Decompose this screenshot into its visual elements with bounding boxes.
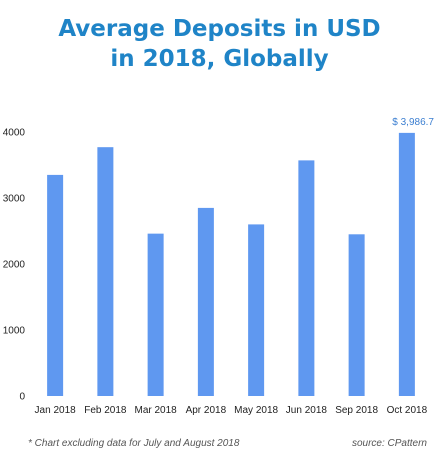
data-labels: $ 3,986.7: [392, 117, 434, 128]
bar-jan-2018: [47, 174, 64, 396]
x-tick-label: May 2018: [234, 405, 278, 416]
y-tick-label: 1000: [3, 326, 26, 337]
bar-sep-2018: [348, 234, 365, 396]
chart-title-line-1: Average Deposits in USD: [58, 16, 381, 42]
data-label: $ 3,986.7: [392, 117, 434, 128]
bar-apr-2018: [197, 207, 214, 396]
bars: [47, 132, 415, 396]
chart-title: Average Deposits in USD in 2018, Globall…: [0, 14, 439, 74]
chart-footnote: * Chart excluding data for July and Augu…: [28, 438, 240, 449]
x-tick-label: Oct 2018: [387, 405, 428, 416]
y-tick-label: 3000: [3, 194, 26, 205]
bar-feb-2018: [97, 147, 114, 396]
bar-oct-2018: [398, 132, 415, 396]
y-tick-label: 0: [19, 392, 25, 403]
x-tick-label: Apr 2018: [186, 405, 227, 416]
x-tick-label: Feb 2018: [84, 405, 127, 416]
y-tick-label: 2000: [3, 260, 26, 271]
x-axis: Jan 2018 Feb 2018 Mar 2018 Apr 2018 May 2018…: [35, 405, 428, 416]
y-tick-label: 4000: [3, 128, 26, 139]
x-tick-label: Sep 2018: [335, 405, 378, 416]
bar-may-2018: [248, 224, 265, 396]
y-axis: 0 1000 2000 3000 4000: [3, 128, 26, 403]
x-tick-label: Jan 2018: [35, 405, 77, 416]
chart-source: source: CPattern: [351, 438, 427, 449]
x-tick-label: Mar 2018: [135, 405, 178, 416]
bar-mar-2018: [147, 233, 164, 396]
x-tick-label: Jun 2018: [286, 405, 328, 416]
chart-title-line-2: in 2018, Globally: [110, 46, 329, 72]
bar-jun-2018: [298, 160, 315, 396]
